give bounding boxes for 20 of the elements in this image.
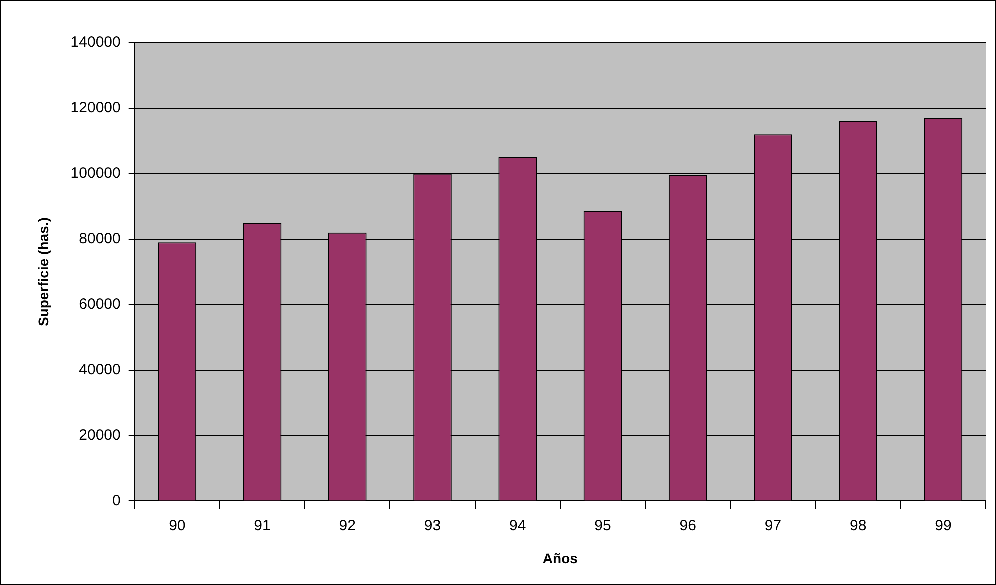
- x-tick-label: 91: [254, 517, 271, 534]
- x-axis-title: Años: [542, 550, 578, 566]
- y-tick-label: 140000: [70, 34, 121, 52]
- y-tick-label: 60000: [79, 296, 121, 313]
- x-tick-label: 92: [339, 517, 356, 534]
- y-tick-label: 80000: [79, 230, 121, 248]
- y-tick-label: 120000: [70, 100, 121, 117]
- y-tick-label: 40000: [79, 361, 121, 378]
- x-tick-label: 99: [935, 517, 952, 534]
- y-tick-label: 20000: [79, 426, 121, 444]
- y-axis-title: Superficie (has.): [35, 218, 52, 327]
- x-tick-label: 94: [510, 517, 526, 534]
- x-tick-label: 95: [594, 517, 612, 534]
- y-tick-label: 100000: [70, 165, 121, 182]
- x-tick-label: 96: [680, 517, 696, 534]
- x-tick-label: 93: [424, 517, 442, 534]
- x-tick-label: 98: [850, 517, 867, 534]
- x-tick-label: 97: [764, 517, 782, 534]
- x-tick-label: 90: [169, 517, 186, 534]
- y-tick-label: 0: [112, 492, 121, 510]
